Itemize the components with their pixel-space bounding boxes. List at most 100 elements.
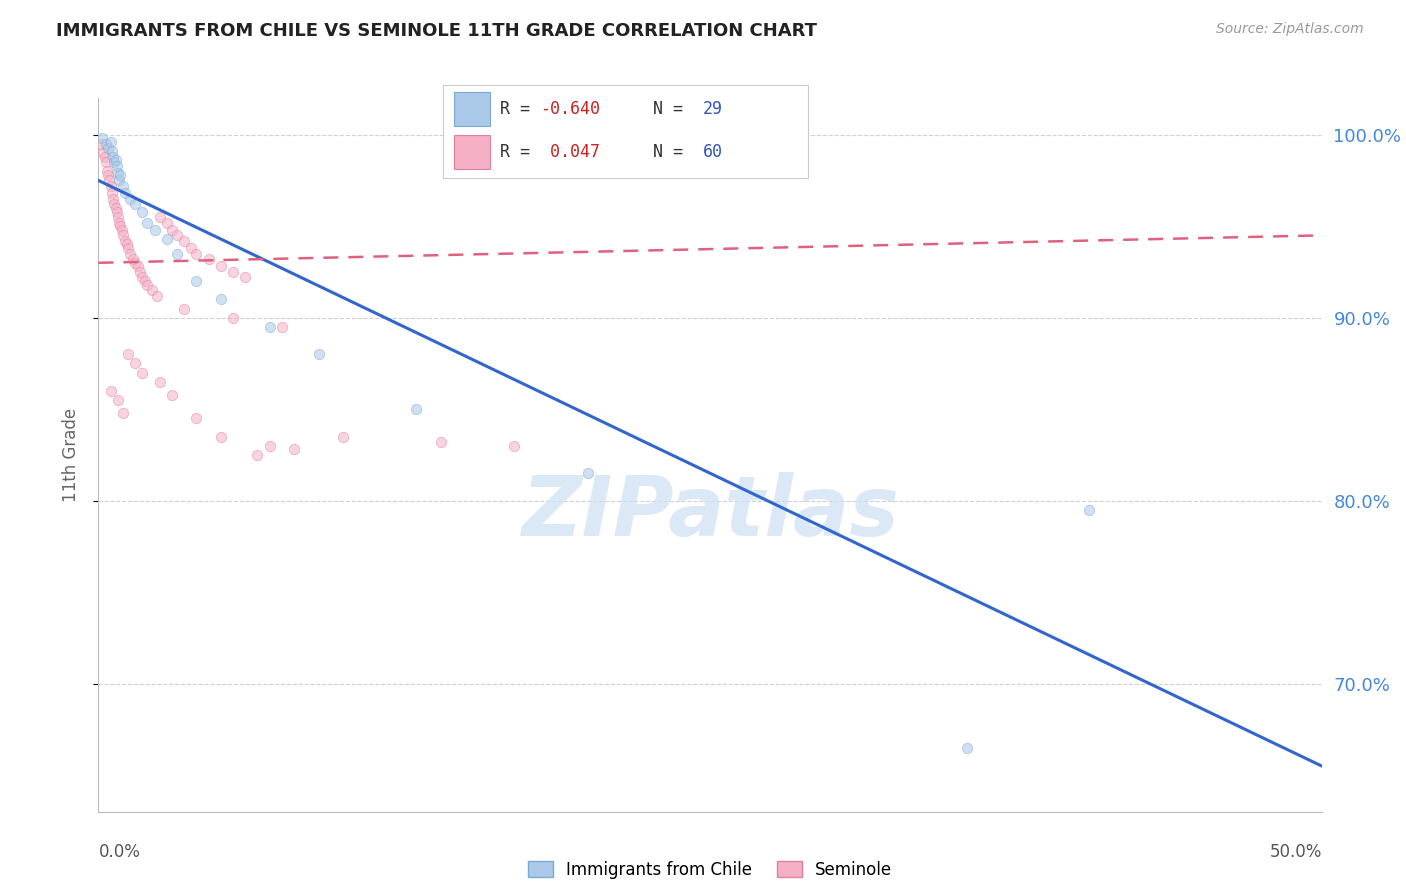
Point [100,178,122,193]
Point [156,215,179,229]
Point [101,150,124,164]
Point [101,144,124,158]
Text: N =: N = [633,144,693,161]
Point [121,252,143,267]
Point [149,375,172,389]
Point [173,301,195,316]
Point [124,356,146,370]
Point [97,168,120,182]
Point [146,289,169,303]
Point [136,277,159,292]
Point [103,197,125,211]
Point [108,173,131,187]
Point [222,310,245,325]
Point [110,168,132,182]
Text: N =: N = [633,100,693,118]
Point [111,223,134,237]
Point [101,186,124,201]
Point [104,201,127,215]
Point [94,155,117,169]
Point [100,384,122,398]
Point [111,178,134,193]
Point [143,223,166,237]
Text: 0.047: 0.047 [540,144,600,161]
Point [222,265,245,279]
Point [124,256,146,270]
Point [105,159,128,173]
Point [111,228,134,243]
Point [134,274,156,288]
Point [115,237,138,252]
Point [430,435,453,450]
Point [101,192,124,206]
Point [111,406,134,420]
Point [166,228,188,243]
Point [233,270,256,285]
Point [108,215,131,229]
Text: 60: 60 [703,144,723,161]
Point [246,448,269,462]
Point [160,387,183,401]
Point [166,246,188,260]
Text: Source: ZipAtlas.com: Source: ZipAtlas.com [1216,22,1364,37]
Point [576,467,599,481]
Point [94,136,117,151]
Point [117,241,139,255]
Point [96,164,118,178]
Text: R =: R = [499,144,540,161]
Point [1078,503,1101,517]
Point [186,274,208,288]
Point [149,210,172,224]
Point [120,246,142,260]
Text: ZIPatlas: ZIPatlas [522,472,898,552]
Point [173,234,195,248]
Point [107,166,129,180]
Point [114,186,136,201]
Point [405,402,427,417]
Point [503,439,526,453]
Point [141,283,163,297]
Point [332,429,354,443]
Text: -0.640: -0.640 [540,100,600,118]
Point [180,241,202,255]
Point [209,429,232,443]
Point [90,136,112,151]
Point [308,347,330,361]
Bar [454,136,491,169]
Point [114,234,136,248]
Point [160,223,183,237]
Text: 0.0%: 0.0% [98,843,141,861]
Point [956,740,979,755]
Point [98,173,121,187]
Point [107,210,129,224]
Point [156,232,179,246]
Point [259,439,281,453]
Text: 50.0%: 50.0% [1270,843,1322,861]
Point [127,260,149,274]
Point [103,155,125,169]
Point [197,252,219,267]
Point [259,319,281,334]
Point [131,270,153,285]
Point [186,246,208,260]
Point [97,140,120,154]
Point [209,293,232,307]
Point [131,204,153,219]
Text: R =: R = [499,100,540,118]
Point [93,150,115,164]
Point [129,265,152,279]
Point [100,135,122,149]
Point [110,219,132,234]
Point [131,366,153,380]
Point [136,215,159,229]
Y-axis label: 11th Grade: 11th Grade [62,408,80,502]
Point [117,347,139,361]
Point [105,204,128,219]
Point [283,442,305,457]
Point [124,197,146,211]
Text: 29: 29 [703,100,723,118]
Point [186,411,208,425]
Point [104,153,127,168]
Point [107,392,129,407]
Point [270,319,294,334]
